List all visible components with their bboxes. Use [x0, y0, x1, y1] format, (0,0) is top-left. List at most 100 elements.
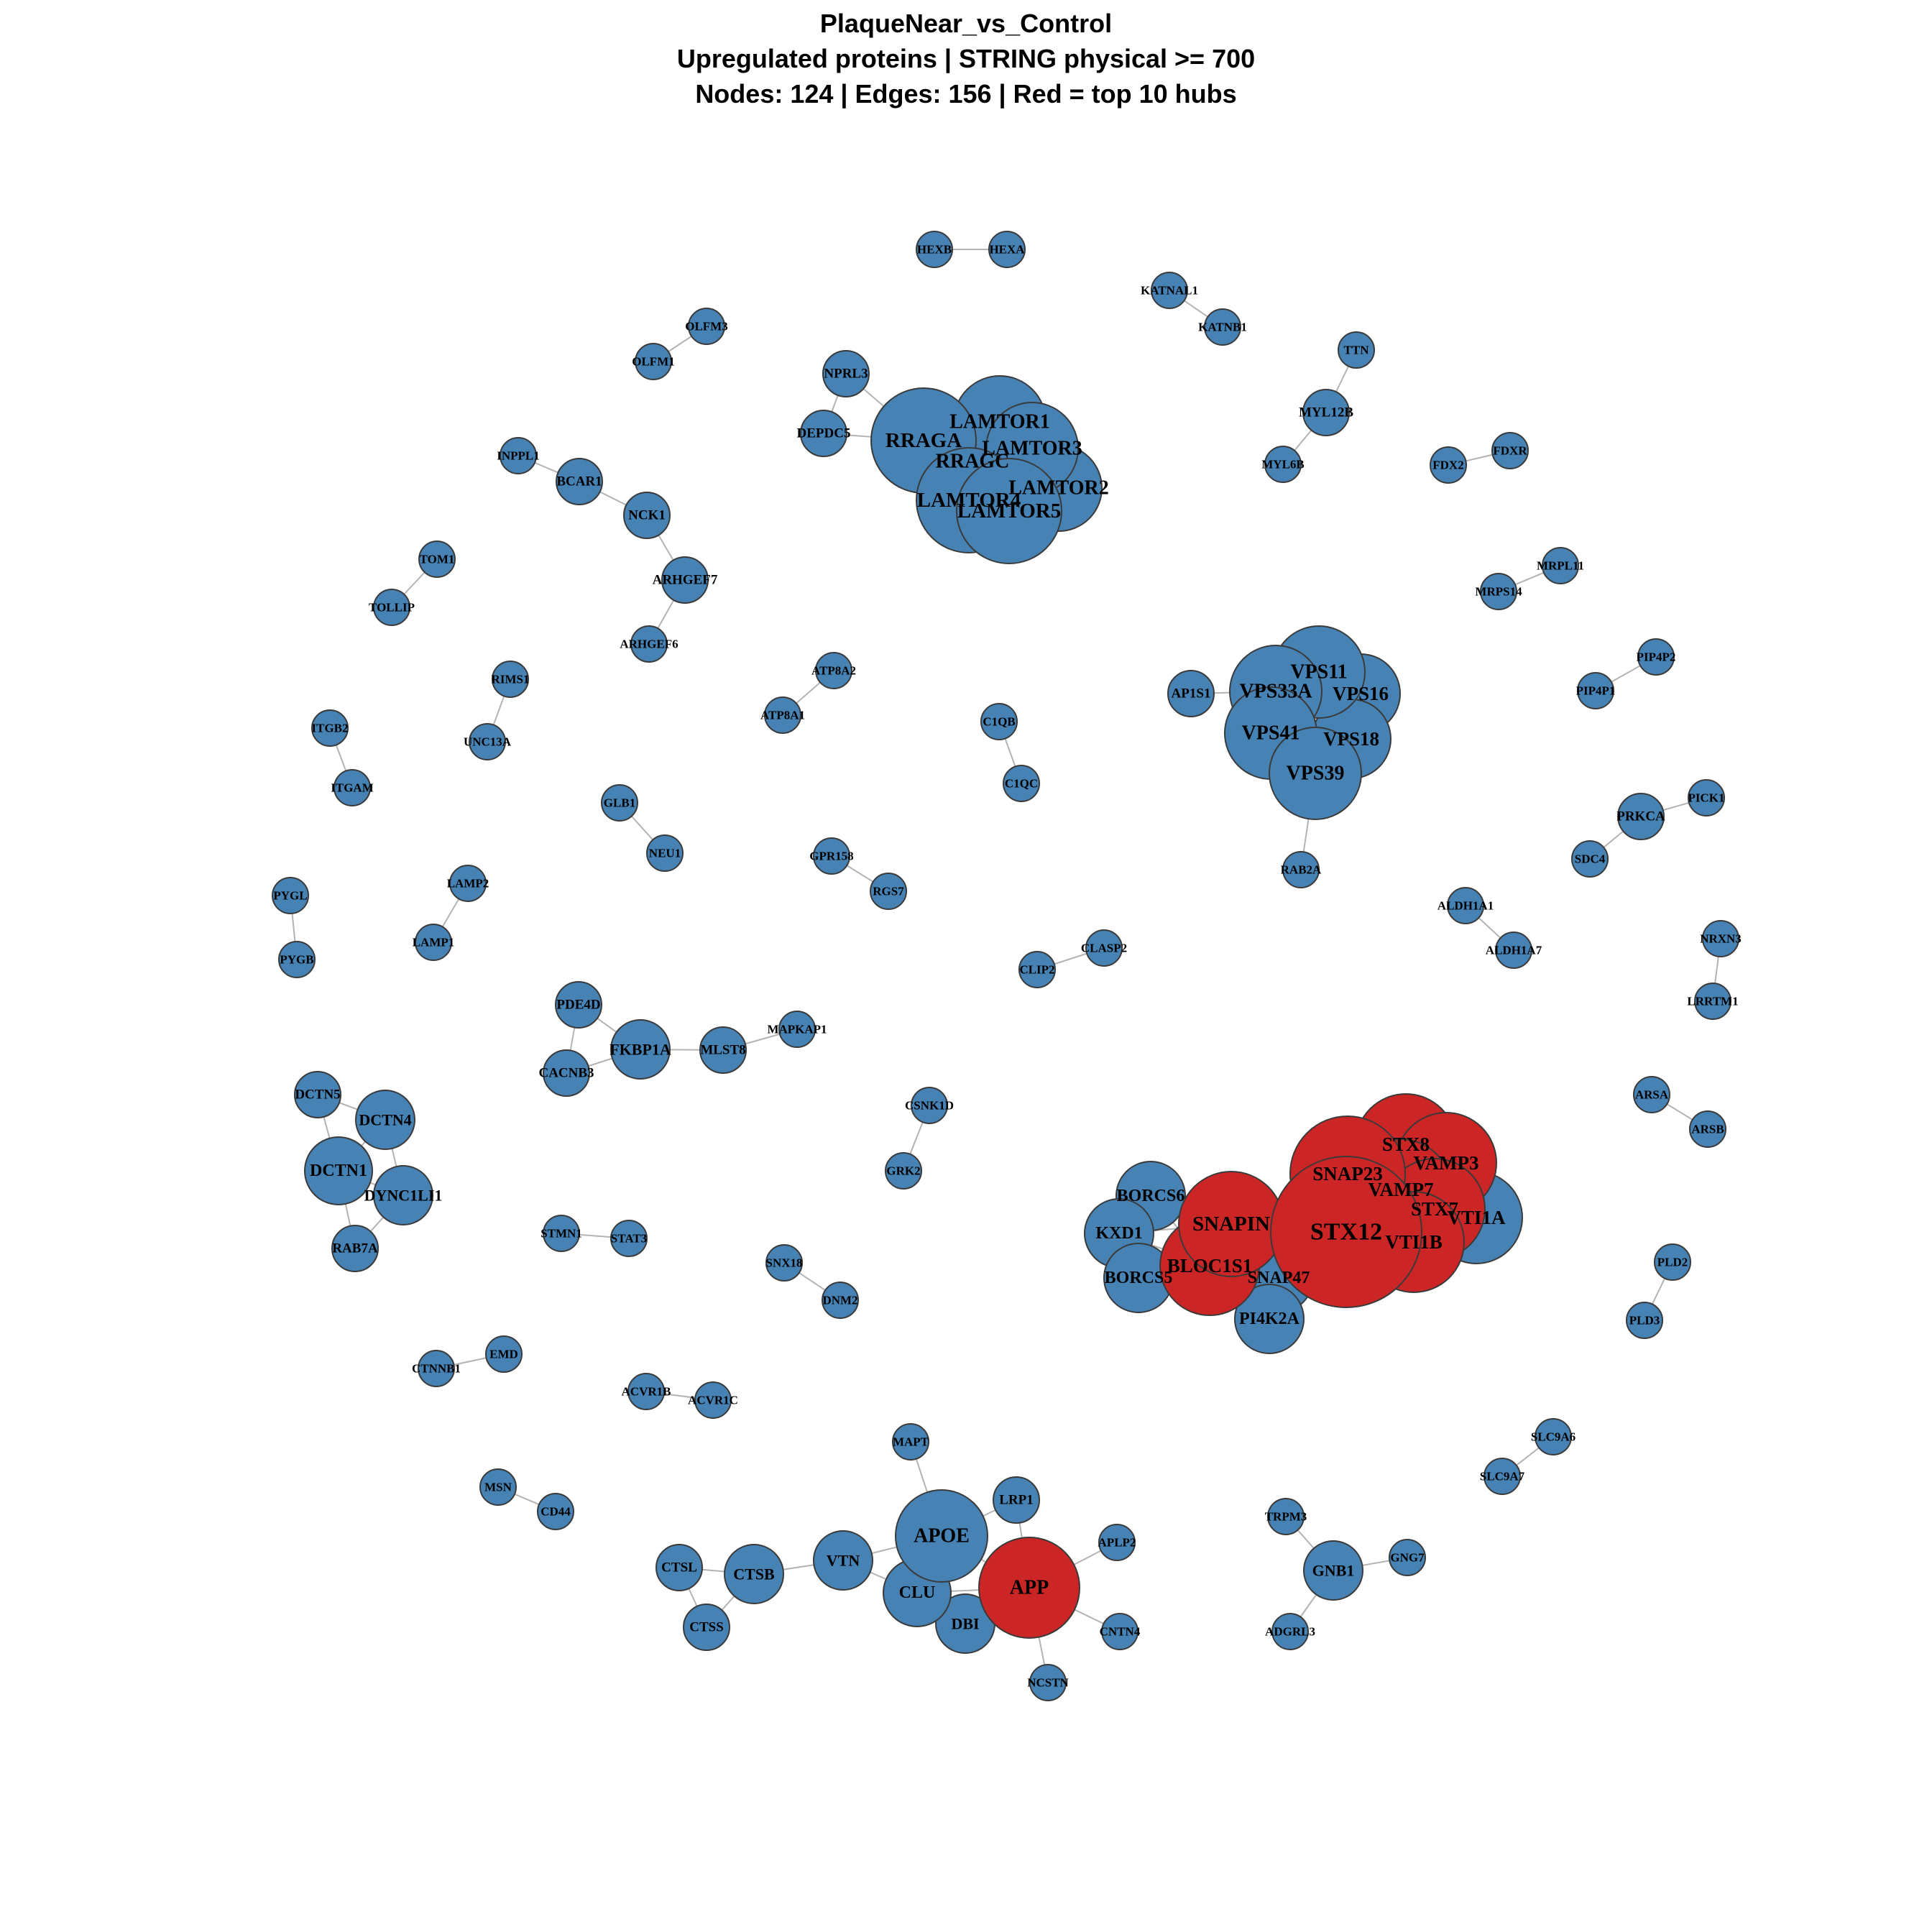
node-label: LAMTOR2	[1008, 477, 1109, 500]
node-gng7	[1389, 1539, 1426, 1576]
node-circle	[822, 350, 870, 397]
node-circle	[418, 1350, 455, 1387]
node-label: NPRL3	[824, 367, 868, 382]
node-label: MYL6B	[1261, 458, 1305, 472]
node-ttn	[1338, 331, 1375, 369]
node-label: MRPS14	[1475, 585, 1522, 599]
node-label: MRPL11	[1537, 559, 1584, 573]
node-label: NEU1	[649, 847, 681, 860]
node-circle	[1003, 765, 1040, 802]
node-aplp2	[1098, 1524, 1136, 1561]
node-label: ACVR1B	[622, 1385, 671, 1399]
node-label: FDXR	[1493, 444, 1527, 458]
node-circle	[610, 1220, 648, 1257]
node-circle	[635, 343, 672, 380]
node-pld2	[1654, 1243, 1691, 1281]
node-circle	[415, 924, 452, 961]
node-circle	[1617, 793, 1665, 840]
node-label: RAB7A	[332, 1241, 378, 1256]
node-label: STX8	[1382, 1133, 1430, 1155]
node-circle	[699, 1026, 747, 1074]
node-csnk1d	[911, 1087, 948, 1124]
node-circle	[556, 458, 603, 505]
node-label: CLU	[899, 1583, 936, 1602]
node-label: CTSS	[689, 1620, 724, 1635]
node-myl12b	[1302, 389, 1350, 436]
node-circle	[1303, 1540, 1363, 1601]
node-circle	[1571, 840, 1609, 878]
node-circle	[1338, 331, 1375, 369]
node-dctn5	[294, 1071, 341, 1118]
node-label: CLIP2	[1019, 963, 1054, 977]
node-itgam	[334, 769, 371, 806]
node-label: PDE4D	[556, 998, 600, 1013]
node-circle	[800, 410, 847, 457]
node-tom1	[418, 540, 456, 578]
node-label: GLB1	[604, 796, 635, 810]
node-dnm2	[822, 1282, 859, 1319]
node-circle	[543, 1215, 580, 1252]
node-circle	[656, 1544, 703, 1591]
node-label: LRP1	[999, 1493, 1034, 1508]
node-circle	[500, 437, 537, 474]
node-trpm3	[1267, 1498, 1305, 1535]
node-cacnb3	[543, 1049, 590, 1097]
node-circle	[1270, 1156, 1422, 1308]
node-circle	[895, 1489, 988, 1583]
node-label: ATP8A1	[760, 709, 805, 722]
node-circle	[469, 723, 506, 760]
node-snx18	[765, 1244, 803, 1282]
node-label: CTNNB1	[412, 1362, 461, 1376]
node-label: TOM1	[420, 553, 455, 566]
node-label: PLD3	[1629, 1314, 1660, 1328]
node-circle	[822, 1282, 859, 1319]
node-aldh1a7	[1495, 932, 1532, 969]
node-lrrtm1	[1694, 983, 1731, 1020]
node-circle	[272, 877, 309, 914]
node-circle	[373, 589, 410, 626]
node-unc13a	[469, 723, 506, 760]
node-olfm3	[688, 308, 725, 345]
node-rab7a	[331, 1225, 379, 1272]
node-label: VTN	[827, 1552, 860, 1570]
node-neu1	[646, 834, 684, 872]
node-label: CACNB3	[538, 1066, 594, 1081]
node-label: VPS41	[1242, 722, 1300, 745]
node-label: VPS11	[1290, 661, 1347, 684]
node-circle	[485, 1335, 523, 1373]
node-circle	[813, 837, 850, 875]
node-circle	[1264, 446, 1302, 483]
node-aldh1a1	[1447, 887, 1484, 924]
node-circle	[956, 458, 1062, 564]
node-label: DCTN4	[359, 1111, 411, 1129]
node-circle	[1389, 1539, 1426, 1576]
node-mrps14	[1480, 573, 1517, 610]
node-ctnnb1	[418, 1350, 455, 1387]
node-circle	[1271, 1613, 1309, 1650]
node-label: HEXA	[989, 243, 1025, 257]
node-label: ARHGEF6	[620, 638, 678, 651]
node-arhgef6	[630, 625, 668, 663]
node-label: CLASP2	[1081, 942, 1127, 955]
node-circle	[1430, 446, 1467, 484]
node-grk2	[885, 1152, 922, 1190]
node-label: EMD	[489, 1348, 518, 1361]
node-circle	[1480, 573, 1517, 610]
node-label: ALDH1A1	[1438, 899, 1494, 913]
node-tollip	[373, 589, 410, 626]
node-bcar1	[556, 458, 603, 505]
node-slc9a6	[1535, 1418, 1572, 1455]
node-label: PYGB	[280, 953, 313, 967]
node-label: VTI1B	[1385, 1231, 1443, 1253]
node-label: DYNC1LI1	[364, 1187, 443, 1205]
node-label: ARSB	[1691, 1123, 1724, 1136]
node-circle	[1535, 1418, 1572, 1455]
node-pde4d	[555, 981, 602, 1029]
plot-title: PlaqueNear_vs_Control Upregulated protei…	[0, 6, 1932, 111]
node-label: TOLLIP	[369, 601, 415, 615]
node-circle	[1269, 727, 1362, 820]
node-rgs7	[870, 873, 907, 910]
node-lamtor5	[956, 458, 1062, 564]
node-label: RRAGA	[886, 429, 962, 452]
